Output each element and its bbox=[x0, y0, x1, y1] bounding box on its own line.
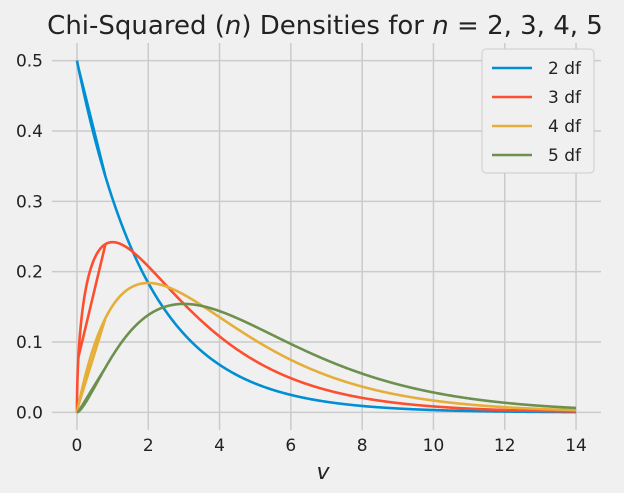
series-lines bbox=[75, 59, 577, 414]
x-tick-label: 2 bbox=[143, 436, 154, 456]
legend-items: 2 df 3 df 4 df 5 df bbox=[492, 59, 582, 166]
y-tick-label: 0.5 bbox=[16, 52, 43, 72]
x-axis-label: v bbox=[316, 460, 330, 485]
y-tick-label: 0.3 bbox=[16, 192, 43, 212]
y-tick-label: 0.4 bbox=[16, 122, 43, 142]
y-tick-label: 0.1 bbox=[16, 333, 43, 353]
series-line-4-df bbox=[75, 281, 577, 414]
x-tick-label: 4 bbox=[214, 436, 225, 456]
x-tick-labels: 0 2 4 6 8 10 12 14 bbox=[72, 436, 587, 456]
x-tick-label: 0 bbox=[72, 436, 83, 456]
legend: 2 df 3 df 4 df 5 df bbox=[481, 48, 595, 174]
series-line-2-df bbox=[75, 59, 577, 414]
legend-label-4-df: 4 df bbox=[548, 117, 582, 137]
x-tick-label: 12 bbox=[494, 436, 516, 456]
legend-label-5-df: 5 df bbox=[548, 146, 582, 166]
chart-title: Chi-Squared (n) Densities for n = 2, 3, … bbox=[47, 11, 603, 41]
x-tick-label: 10 bbox=[423, 436, 445, 456]
x-tick-label: 8 bbox=[357, 436, 368, 456]
x-tick-label: 6 bbox=[285, 436, 296, 456]
series-line-5-df bbox=[75, 302, 577, 414]
y-tick-label: 0.0 bbox=[16, 403, 43, 423]
x-tick-label: 14 bbox=[565, 436, 587, 456]
y-tick-label: 0.2 bbox=[16, 263, 43, 283]
series-line-3-df bbox=[75, 240, 577, 413]
legend-label-2-df: 2 df bbox=[548, 59, 582, 79]
y-tick-labels: 0.0 0.1 0.2 0.3 0.4 0.5 bbox=[16, 52, 43, 424]
legend-label-3-df: 3 df bbox=[548, 88, 582, 108]
legend-box bbox=[481, 48, 595, 174]
